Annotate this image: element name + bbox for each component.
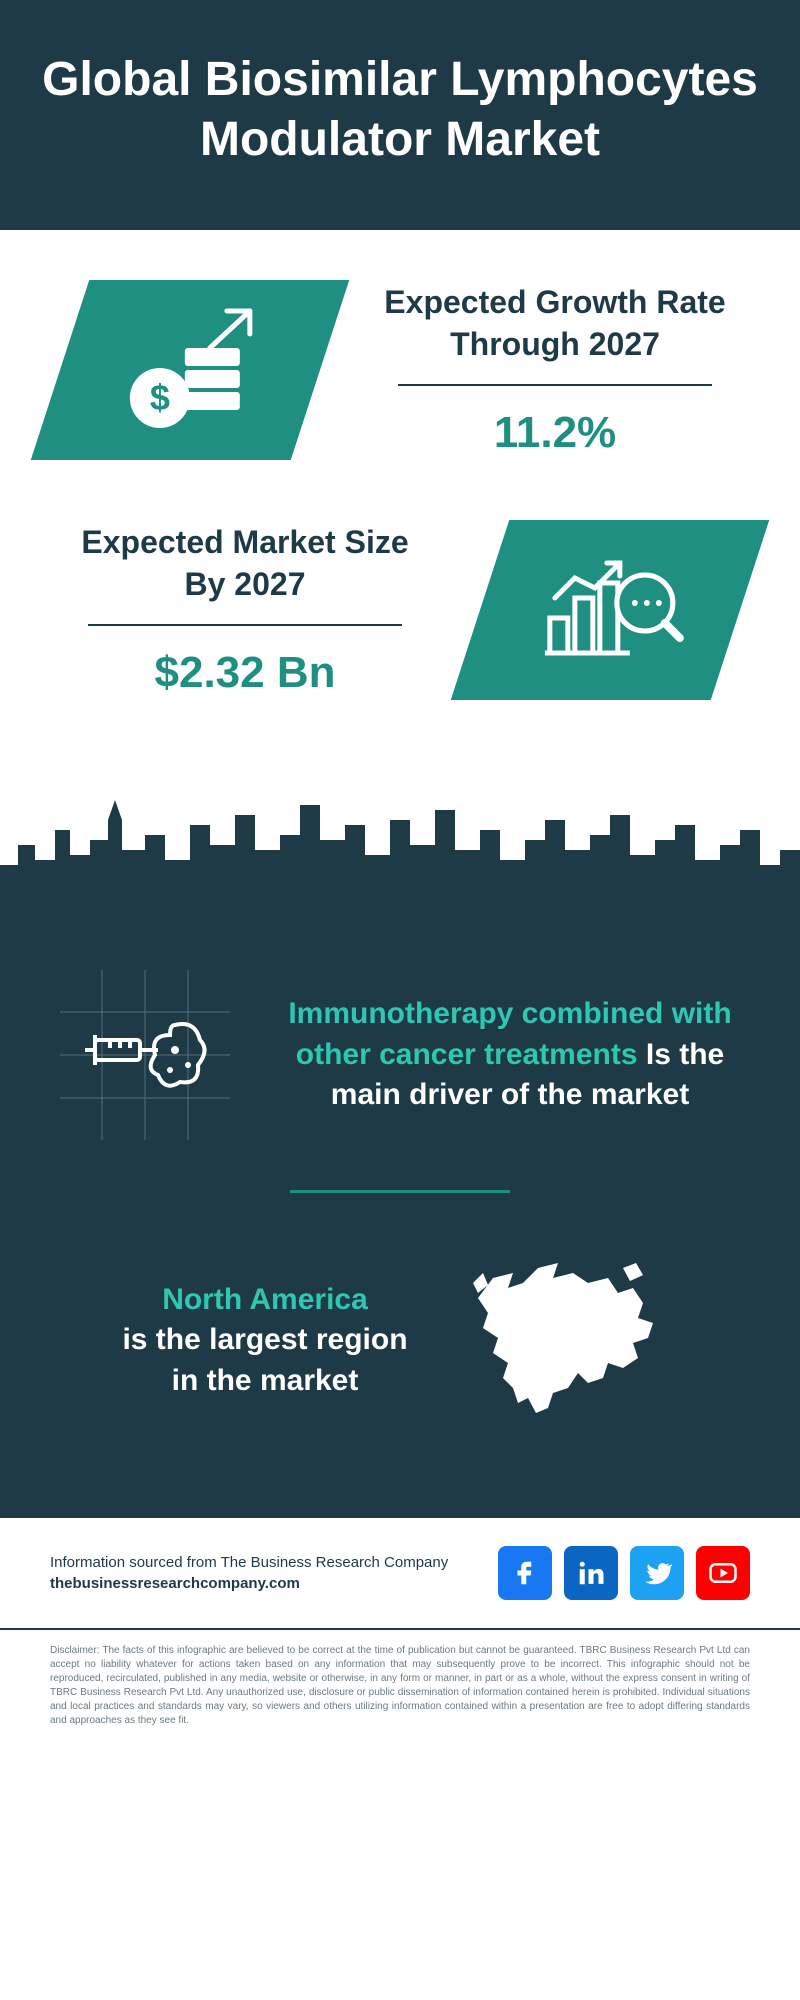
region-line2: in the market <box>122 1361 407 1402</box>
divider <box>88 624 403 626</box>
region-text: North America is the largest region in t… <box>122 1280 407 1402</box>
market-icon-tile <box>451 520 769 700</box>
source-text: Information sourced from The Business Re… <box>50 1552 448 1594</box>
source-url: thebusinessresearchcompany.com <box>50 1573 448 1594</box>
north-america-map <box>458 1253 678 1428</box>
region-highlight: North America <box>122 1280 407 1321</box>
stat-growth-label: Expected Growth Rate Through 2027 <box>370 282 740 365</box>
linkedin-icon[interactable] <box>564 1546 618 1600</box>
skyline-silhouette <box>0 790 800 910</box>
chart-magnify-icon <box>535 543 685 673</box>
svg-text:$: $ <box>150 377 170 418</box>
stats-section: $ Expected Growth Rate Through 2027 11.2… <box>0 230 800 790</box>
dark-info-section: Immunotherapy combined with other cancer… <box>0 910 800 1518</box>
source-line: Information sourced from The Business Re… <box>50 1552 448 1573</box>
region-row: North America is the largest region in t… <box>60 1253 740 1428</box>
growth-icon-tile: $ <box>31 280 349 460</box>
stat-growth-rate: $ Expected Growth Rate Through 2027 11.2… <box>60 280 740 460</box>
teal-divider <box>290 1190 510 1193</box>
north-america-map-icon <box>458 1253 678 1423</box>
stat-growth-value: 11.2% <box>370 408 740 458</box>
stat-market-size: Expected Market Size By 2027 $2.32 Bn <box>60 520 740 700</box>
stat-growth-text: Expected Growth Rate Through 2027 11.2% <box>370 282 740 457</box>
page-title: Global Biosimilar Lymphocytes Modulator … <box>40 50 760 170</box>
twitter-icon[interactable] <box>630 1546 684 1600</box>
stat-market-value: $2.32 Bn <box>60 648 430 698</box>
social-row <box>498 1546 750 1600</box>
syringe-virus-icon <box>70 980 220 1130</box>
driver-row: Immunotherapy combined with other cancer… <box>60 970 740 1140</box>
driver-text: Immunotherapy combined with other cancer… <box>280 994 740 1116</box>
stat-market-label: Expected Market Size By 2027 <box>60 522 430 605</box>
divider <box>398 384 713 386</box>
youtube-icon[interactable] <box>696 1546 750 1600</box>
header-banner: Global Biosimilar Lymphocytes Modulator … <box>0 0 800 230</box>
growth-money-icon: $ <box>115 303 265 433</box>
driver-icon-box <box>60 970 230 1140</box>
region-line1: is the largest region <box>122 1320 407 1361</box>
stat-market-text: Expected Market Size By 2027 $2.32 Bn <box>60 522 430 697</box>
footer-source: Information sourced from The Business Re… <box>0 1518 800 1630</box>
disclaimer-text: Disclaimer: The facts of this infographi… <box>0 1630 800 1758</box>
facebook-icon[interactable] <box>498 1546 552 1600</box>
